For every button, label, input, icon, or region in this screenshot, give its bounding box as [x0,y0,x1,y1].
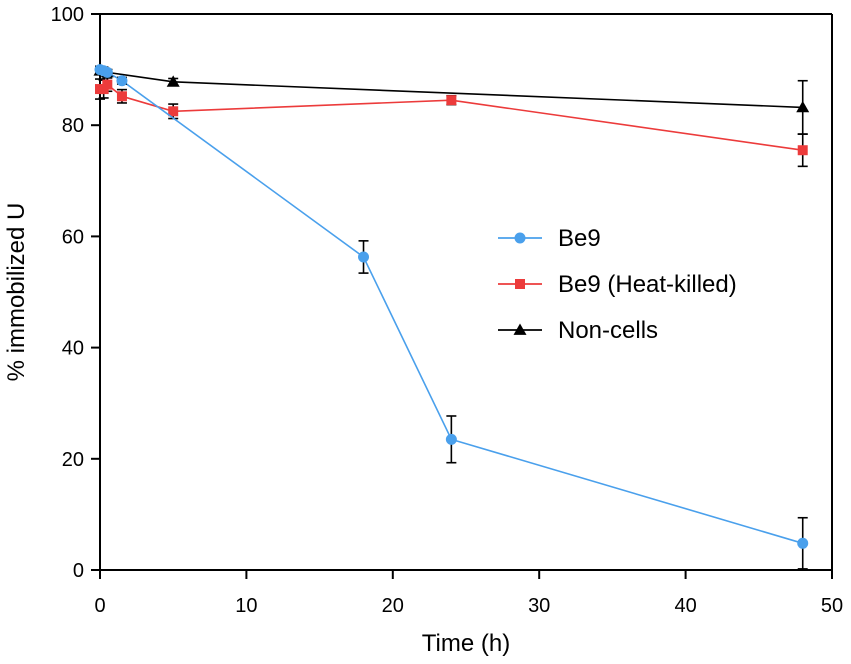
x-axis-label: Time (h) [422,630,510,657]
y-tick-label: 80 [62,115,84,137]
x-tick-label: 20 [382,595,404,617]
legend-label: Be9 (Heat-killed) [558,271,737,298]
legend-label: Non-cells [558,317,658,344]
data-point [166,75,180,87]
series-layer [93,64,810,570]
y-tick-label: 0 [73,560,84,582]
data-point [168,106,179,117]
legend-marker [513,323,527,335]
x-tick-label: 0 [94,595,105,617]
data-point [446,95,457,106]
data-point [116,75,128,87]
x-tick-label: 40 [674,595,696,617]
legend-marker [515,279,525,289]
series-be9-heat-killed [95,77,808,168]
x-tick-label: 50 [821,595,843,617]
y-tick-label: 100 [51,4,84,26]
data-point [797,145,808,156]
legend: Be9 Be9 (Heat-killed) Non-cells [498,225,737,344]
data-point [102,79,113,90]
data-point [358,251,370,263]
y-tick-label: 60 [62,226,84,248]
x-tick-label: 30 [528,595,550,617]
data-point [116,91,127,102]
axes [99,13,833,571]
series-line [99,68,803,545]
data-point [797,537,809,549]
series-line [100,83,803,152]
y-axis-label: % immobilized U [3,203,30,382]
legend-marker [514,232,526,244]
y-tick-label: 40 [62,338,84,360]
data-point [796,100,810,113]
ticks: 0 10 20 30 40 50 0 20 40 60 80 100 [51,4,844,617]
data-point [101,66,113,78]
series-be9 [94,64,809,570]
y-tick-label: 20 [62,449,84,471]
legend-label: Be9 [558,225,601,252]
data-point [445,433,457,445]
x-tick-label: 10 [235,595,257,617]
